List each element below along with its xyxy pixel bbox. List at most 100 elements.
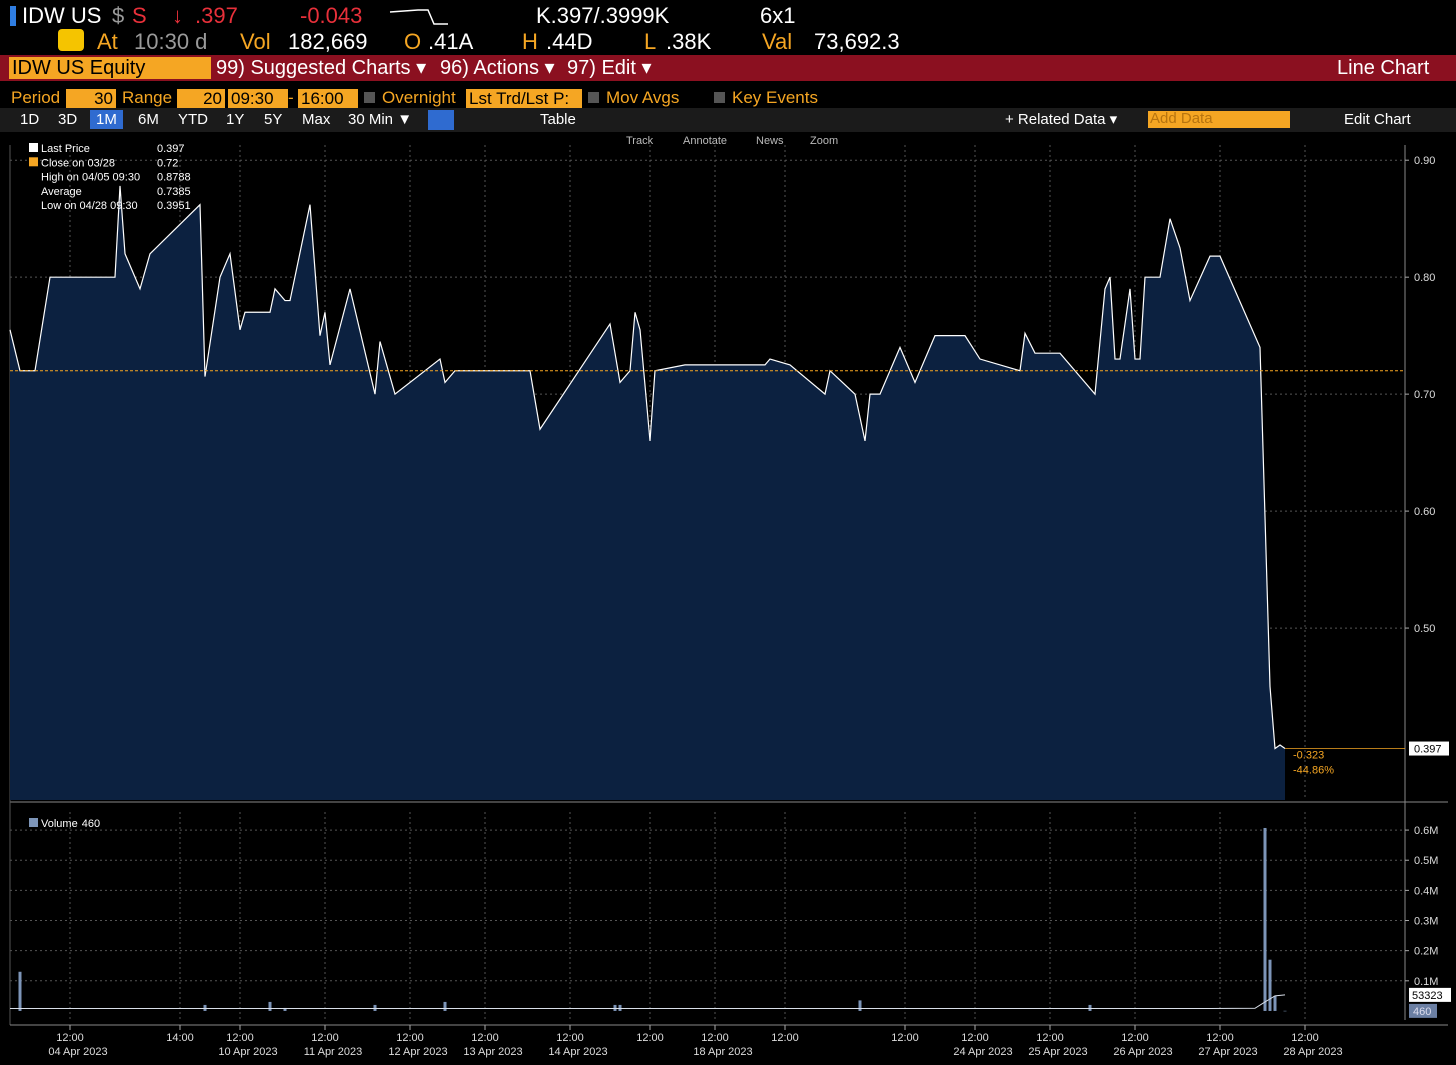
high-label: H: [522, 29, 538, 54]
x-tick-label: 12:00: [1291, 1032, 1319, 1044]
volume-ma-label: 53323: [1412, 990, 1443, 1002]
related-data[interactable]: + Related Data ▾: [1005, 111, 1118, 128]
chart-tool: Annotate: [683, 135, 727, 147]
legend-label: Close on 03/28: [41, 157, 115, 169]
direction: ↓: [172, 3, 183, 28]
checkbox[interactable]: [364, 92, 375, 103]
x-tick-label: 12:00: [556, 1032, 584, 1044]
change-pct-label: -44.86%: [1293, 765, 1334, 777]
legend-value: 0.3951: [157, 200, 191, 212]
checkbox[interactable]: [588, 92, 599, 103]
volume-bar: [268, 1001, 272, 1011]
volume-tag-label: 460: [1413, 1006, 1431, 1018]
volume-bar: [1263, 827, 1267, 1011]
x-date-label: 11 Apr 2023: [304, 1046, 363, 1058]
x-tick-label: 12:00: [1206, 1032, 1234, 1044]
interval[interactable]: 30 Min ▼: [348, 111, 413, 128]
range-button[interactable]: 3D: [58, 111, 78, 128]
y-tick-label: 0.5M: [1414, 855, 1438, 867]
legend-value: 460: [82, 818, 100, 830]
y-tick-label: 0.6M: [1414, 825, 1438, 837]
start-time[interactable]: 09:30: [228, 89, 288, 108]
flag: S: [132, 3, 147, 28]
x-date-label: 24 Apr 2023: [953, 1046, 1012, 1058]
last-tag-label: 0.397: [1414, 744, 1442, 756]
volume-ma-tag: [1409, 987, 1451, 1002]
open: .41A: [428, 29, 474, 54]
range-button[interactable]: 1D: [20, 111, 40, 128]
legend-value: 0.397: [157, 143, 185, 155]
line-icon[interactable]: [428, 110, 454, 130]
add-data[interactable]: Add Data: [1148, 111, 1290, 128]
view-name: Line Chart: [1337, 57, 1430, 79]
volume: 182,669: [288, 29, 368, 54]
range-button[interactable]: Max: [302, 111, 331, 128]
range[interactable]: 20: [177, 89, 225, 108]
legend-label: Average: [41, 186, 82, 198]
x-tick-label: 12:00: [311, 1032, 339, 1044]
volume-legend: Volume 460: [41, 818, 100, 830]
volume-bar: [858, 1000, 862, 1011]
range-button[interactable]: 1Y: [226, 111, 245, 128]
x-date-label: 10 Apr 2023: [218, 1046, 277, 1058]
legend-value: 0.72: [157, 157, 178, 169]
x-tick-label: 12:00: [1121, 1032, 1149, 1044]
legend-swatch: [29, 143, 38, 152]
end-time[interactable]: 16:00: [298, 89, 358, 108]
range-button[interactable]: 1M: [90, 110, 123, 129]
checkbox[interactable]: [714, 92, 725, 103]
value: 73,692.3: [814, 29, 900, 54]
price-field[interactable]: Lst Trd/Lst P:: [466, 89, 582, 108]
table-button[interactable]: Table: [540, 111, 576, 128]
edit-chart[interactable]: Edit Chart: [1344, 111, 1411, 128]
menu-item[interactable]: 99) Suggested Charts ▾: [216, 57, 427, 79]
y-tick-label: 0.3M: [1414, 916, 1438, 928]
volume-tag: [1409, 1003, 1437, 1018]
security[interactable]: IDW US Equity: [9, 57, 211, 79]
key-events: Key Events: [732, 88, 818, 107]
x-date-label: 14 Apr 2023: [548, 1046, 607, 1058]
y-tick-label: 0.4M: [1414, 885, 1438, 897]
volume-bar: [283, 1007, 287, 1011]
menu-item[interactable]: 96) Actions ▾: [440, 57, 555, 79]
chart-tool: Track: [626, 135, 654, 147]
volume-bar: [1088, 1004, 1092, 1011]
volume-bar: [1283, 1010, 1287, 1012]
sparkline: [389, 9, 448, 25]
range-button[interactable]: YTD: [178, 111, 208, 128]
x-date-label: 18 Apr 2023: [693, 1046, 752, 1058]
y-tick-label: 0.50: [1414, 623, 1435, 635]
legend-label: Volume: [41, 818, 78, 830]
price-legend: Last Price 0.397 Close on 03/28 0.72 High on…: [29, 143, 191, 212]
legend-value: 0.7385: [157, 186, 191, 198]
legend-value: 0.8788: [157, 172, 191, 184]
range-label: Range: [122, 88, 173, 107]
legend-label: Last Price: [41, 143, 90, 155]
open-label: O: [404, 29, 422, 54]
x-tick-label: 12:00: [1036, 1032, 1064, 1044]
range-button[interactable]: 6M: [138, 111, 159, 128]
price-area: [10, 185, 1285, 800]
x-tick-label: 12:00: [56, 1032, 84, 1044]
menu-item[interactable]: 97) Edit ▾: [567, 57, 652, 79]
size: 6x1: [760, 3, 796, 28]
ticker-marker: [10, 6, 16, 26]
x-date-label: 26 Apr 2023: [1113, 1046, 1172, 1058]
x-tick-label: 12:00: [771, 1032, 799, 1044]
range-button[interactable]: 5Y: [264, 111, 283, 128]
mov-avgs: Mov Avgs: [606, 88, 680, 107]
volume-average: [10, 994, 1286, 1010]
volume-bar: [613, 1004, 617, 1011]
time: 10:30 d: [134, 29, 208, 54]
volume-bar: [1268, 959, 1272, 1011]
change-label: -0.323: [1293, 750, 1324, 762]
volume-bar: [443, 1001, 447, 1011]
chart-tool: Zoom: [810, 135, 838, 147]
volume-bar: [618, 1004, 622, 1011]
x-date-label: 13 Apr 2023: [463, 1046, 522, 1058]
ticker: IDW US: [22, 3, 102, 28]
x-tick-label: 12:00: [961, 1032, 989, 1044]
period[interactable]: 30: [66, 89, 116, 108]
x-tick-label: 12:00: [701, 1032, 729, 1044]
